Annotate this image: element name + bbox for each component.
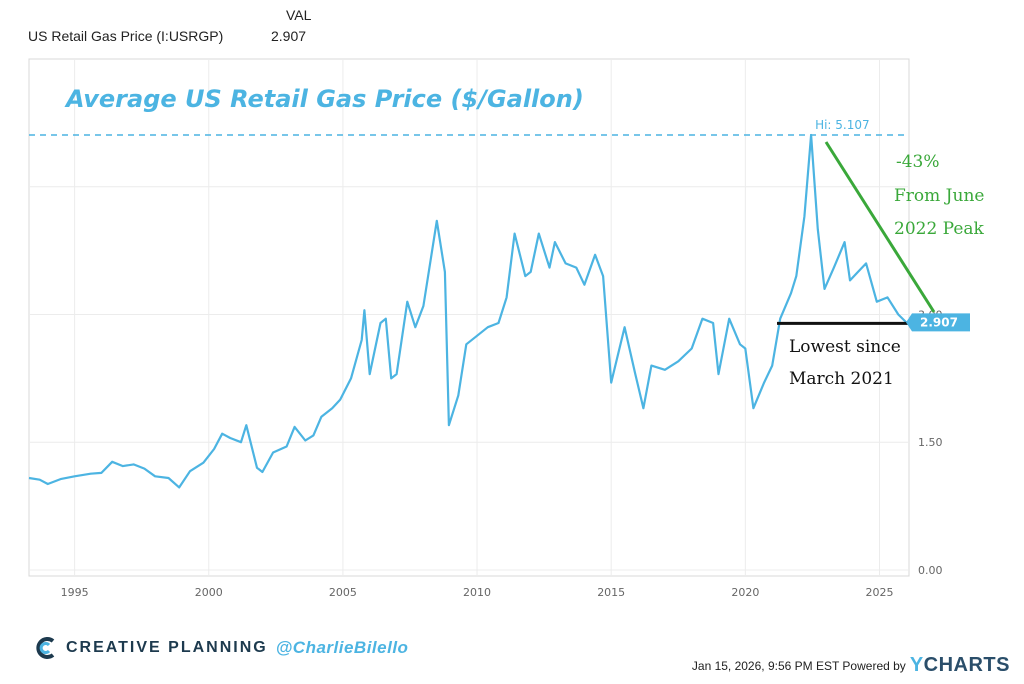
ycharts-logo: YCHARTS	[909, 654, 1010, 676]
current-value: 2.907	[271, 28, 307, 44]
x-tick-label: 2005	[329, 586, 357, 599]
x-tick-label: 2020	[731, 586, 759, 599]
footer-source: Jan 15, 2026, 9:56 PM EST Powered by YCH…	[692, 654, 1010, 677]
decline-peak-annotation: 2022 Peak	[894, 219, 985, 239]
decline-arrow-line	[824, 141, 936, 313]
x-tick-label: 2015	[597, 586, 625, 599]
footer-brand: CREATIVE PLANNING @CharlieBilello	[34, 636, 408, 660]
high-label: Hi: 5.107	[815, 118, 870, 132]
gridlines	[29, 59, 909, 576]
lowest-annotation-line2: March 2021	[789, 369, 894, 389]
author-handle: @CharlieBilello	[275, 638, 409, 657]
series-name: US Retail Gas Price (I:USRGP)	[28, 28, 224, 44]
x-tick-label: 1995	[61, 586, 89, 599]
brand-name: CREATIVE PLANNING	[66, 639, 268, 656]
creative-planning-logo-icon	[36, 637, 55, 659]
timestamp: Jan 15, 2026, 9:56 PM EST Powered by	[691, 658, 906, 673]
y-tick-label: 1.50	[918, 436, 943, 449]
series-line	[28, 133, 908, 489]
y-tick-label: 0.00	[918, 564, 943, 577]
lowest-annotation-line1: Lowest since	[789, 337, 901, 357]
value-column-label: VAL	[286, 7, 312, 23]
plot-area	[28, 58, 910, 577]
last-value-badge: 2.907	[906, 313, 970, 332]
y-axis: 0.001.503.00	[918, 308, 943, 577]
x-tick-label: 2010	[463, 586, 491, 599]
chart-title: Average US Retail Gas Price ($/Gallon)	[64, 85, 584, 113]
x-tick-label: 2000	[195, 586, 223, 599]
x-tick-label: 2025	[865, 586, 893, 599]
decline-from-annotation: From June	[894, 186, 984, 206]
decline-pct-annotation: -43%	[896, 152, 940, 172]
last-value-label: 2.907	[920, 315, 958, 329]
x-axis: 1995 2000 2005 2010 2015 2020 2025	[61, 586, 894, 599]
